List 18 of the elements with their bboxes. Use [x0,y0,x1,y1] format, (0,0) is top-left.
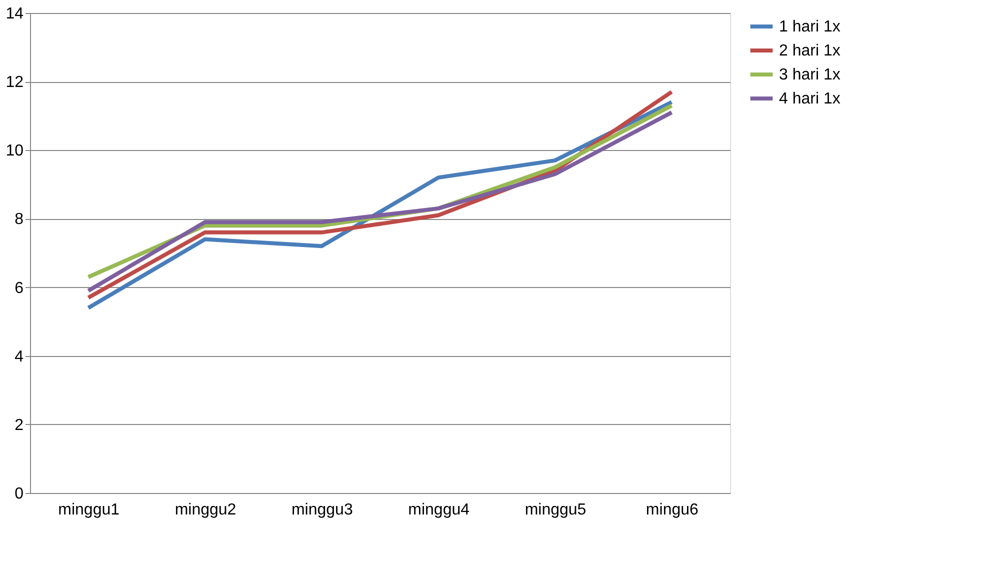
y-tick-label: 2 [14,416,24,434]
legend-label: 3 hari 1x [779,66,840,84]
x-tick-label: minggu1 [58,502,120,518]
x-tick-label: minggu4 [408,502,470,518]
x-tick-label: minggu2 [174,502,236,518]
x-tick-label: minggu5 [524,502,586,518]
x-tick-label: minggu3 [291,502,353,518]
legend-label: 1 hari 1x [779,18,840,36]
legend-label: 2 hari 1x [779,42,840,60]
y-tick-label: 8 [14,211,24,228]
y-tick-label: 0 [14,486,24,502]
y-tick-label: 14 [6,6,24,22]
x-tick-label: mingu6 [646,502,699,518]
legend-label: 4 hari 1x [779,90,840,108]
y-tick-label: 10 [6,142,24,160]
y-tick-label: 12 [6,74,24,92]
y-tick-label: 6 [14,280,24,297]
y-tick-label: 4 [14,348,24,366]
